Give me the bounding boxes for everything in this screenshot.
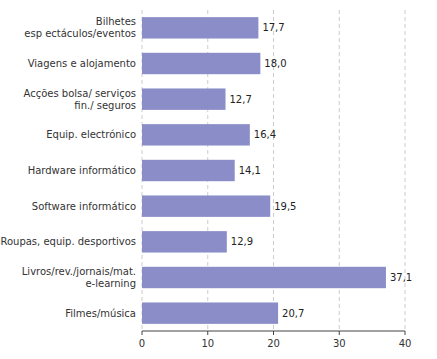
tick-label: 10 [201, 338, 214, 349]
x-axis: 0 10 20 30 40 [139, 331, 412, 349]
data-label: 12,7 [230, 94, 252, 105]
bar [142, 267, 386, 288]
category-label: Software informático [32, 201, 136, 212]
data-label: 17,7 [262, 22, 284, 33]
tick-mark [273, 331, 274, 335]
bar [142, 88, 226, 109]
y-axis: Bilhetesesp ectáculos/eventos Viagens e a… [0, 16, 136, 318]
chart: 17,7 18,0 12,7 16,4 14,1 19,5 12,9 37,1 20,7 Bilh… [0, 0, 437, 359]
data-label: 37,1 [390, 272, 412, 283]
category-label: Equip. electrónico [46, 129, 136, 140]
bar [142, 160, 235, 181]
bar [142, 124, 250, 145]
bars [142, 17, 386, 324]
bar [142, 17, 258, 38]
data-labels: 17,7 18,0 12,7 16,4 14,1 19,5 12,9 37,1 20,7 [230, 22, 413, 318]
category-label: Hardware informático [28, 165, 136, 176]
tick-label: 20 [267, 338, 280, 349]
category-label: Roupas, equip. desportivos [0, 236, 136, 247]
category-label: Viagens e alojamento [28, 58, 136, 69]
bar [142, 195, 270, 216]
category-label: Acções bolsa/ serviçosfin./ seguros [24, 88, 136, 111]
data-label: 18,0 [264, 58, 286, 69]
bar [142, 302, 278, 323]
chart-container: 17,7 18,0 12,7 16,4 14,1 19,5 12,9 37,1 20,7 Bilh… [0, 0, 437, 359]
data-label: 14,1 [239, 165, 261, 176]
category-label: Filmes/música [65, 308, 136, 319]
tick-label: 0 [139, 338, 145, 349]
bar [142, 231, 227, 252]
grid [142, 10, 405, 331]
tick-mark [142, 331, 143, 335]
category-label: Livros/rev./jornais/mat.e-learning [22, 266, 136, 289]
tick-mark [339, 331, 340, 335]
tick-mark [405, 331, 406, 335]
tick-label: 40 [399, 338, 412, 349]
tick-mark [207, 331, 208, 335]
data-label: 12,9 [231, 236, 253, 247]
bar [142, 53, 260, 74]
data-label: 20,7 [282, 308, 304, 319]
category-label: Bilhetesesp ectáculos/eventos [24, 16, 136, 39]
data-label: 19,5 [274, 201, 296, 212]
tick-label: 30 [333, 338, 346, 349]
data-label: 16,4 [254, 129, 276, 140]
